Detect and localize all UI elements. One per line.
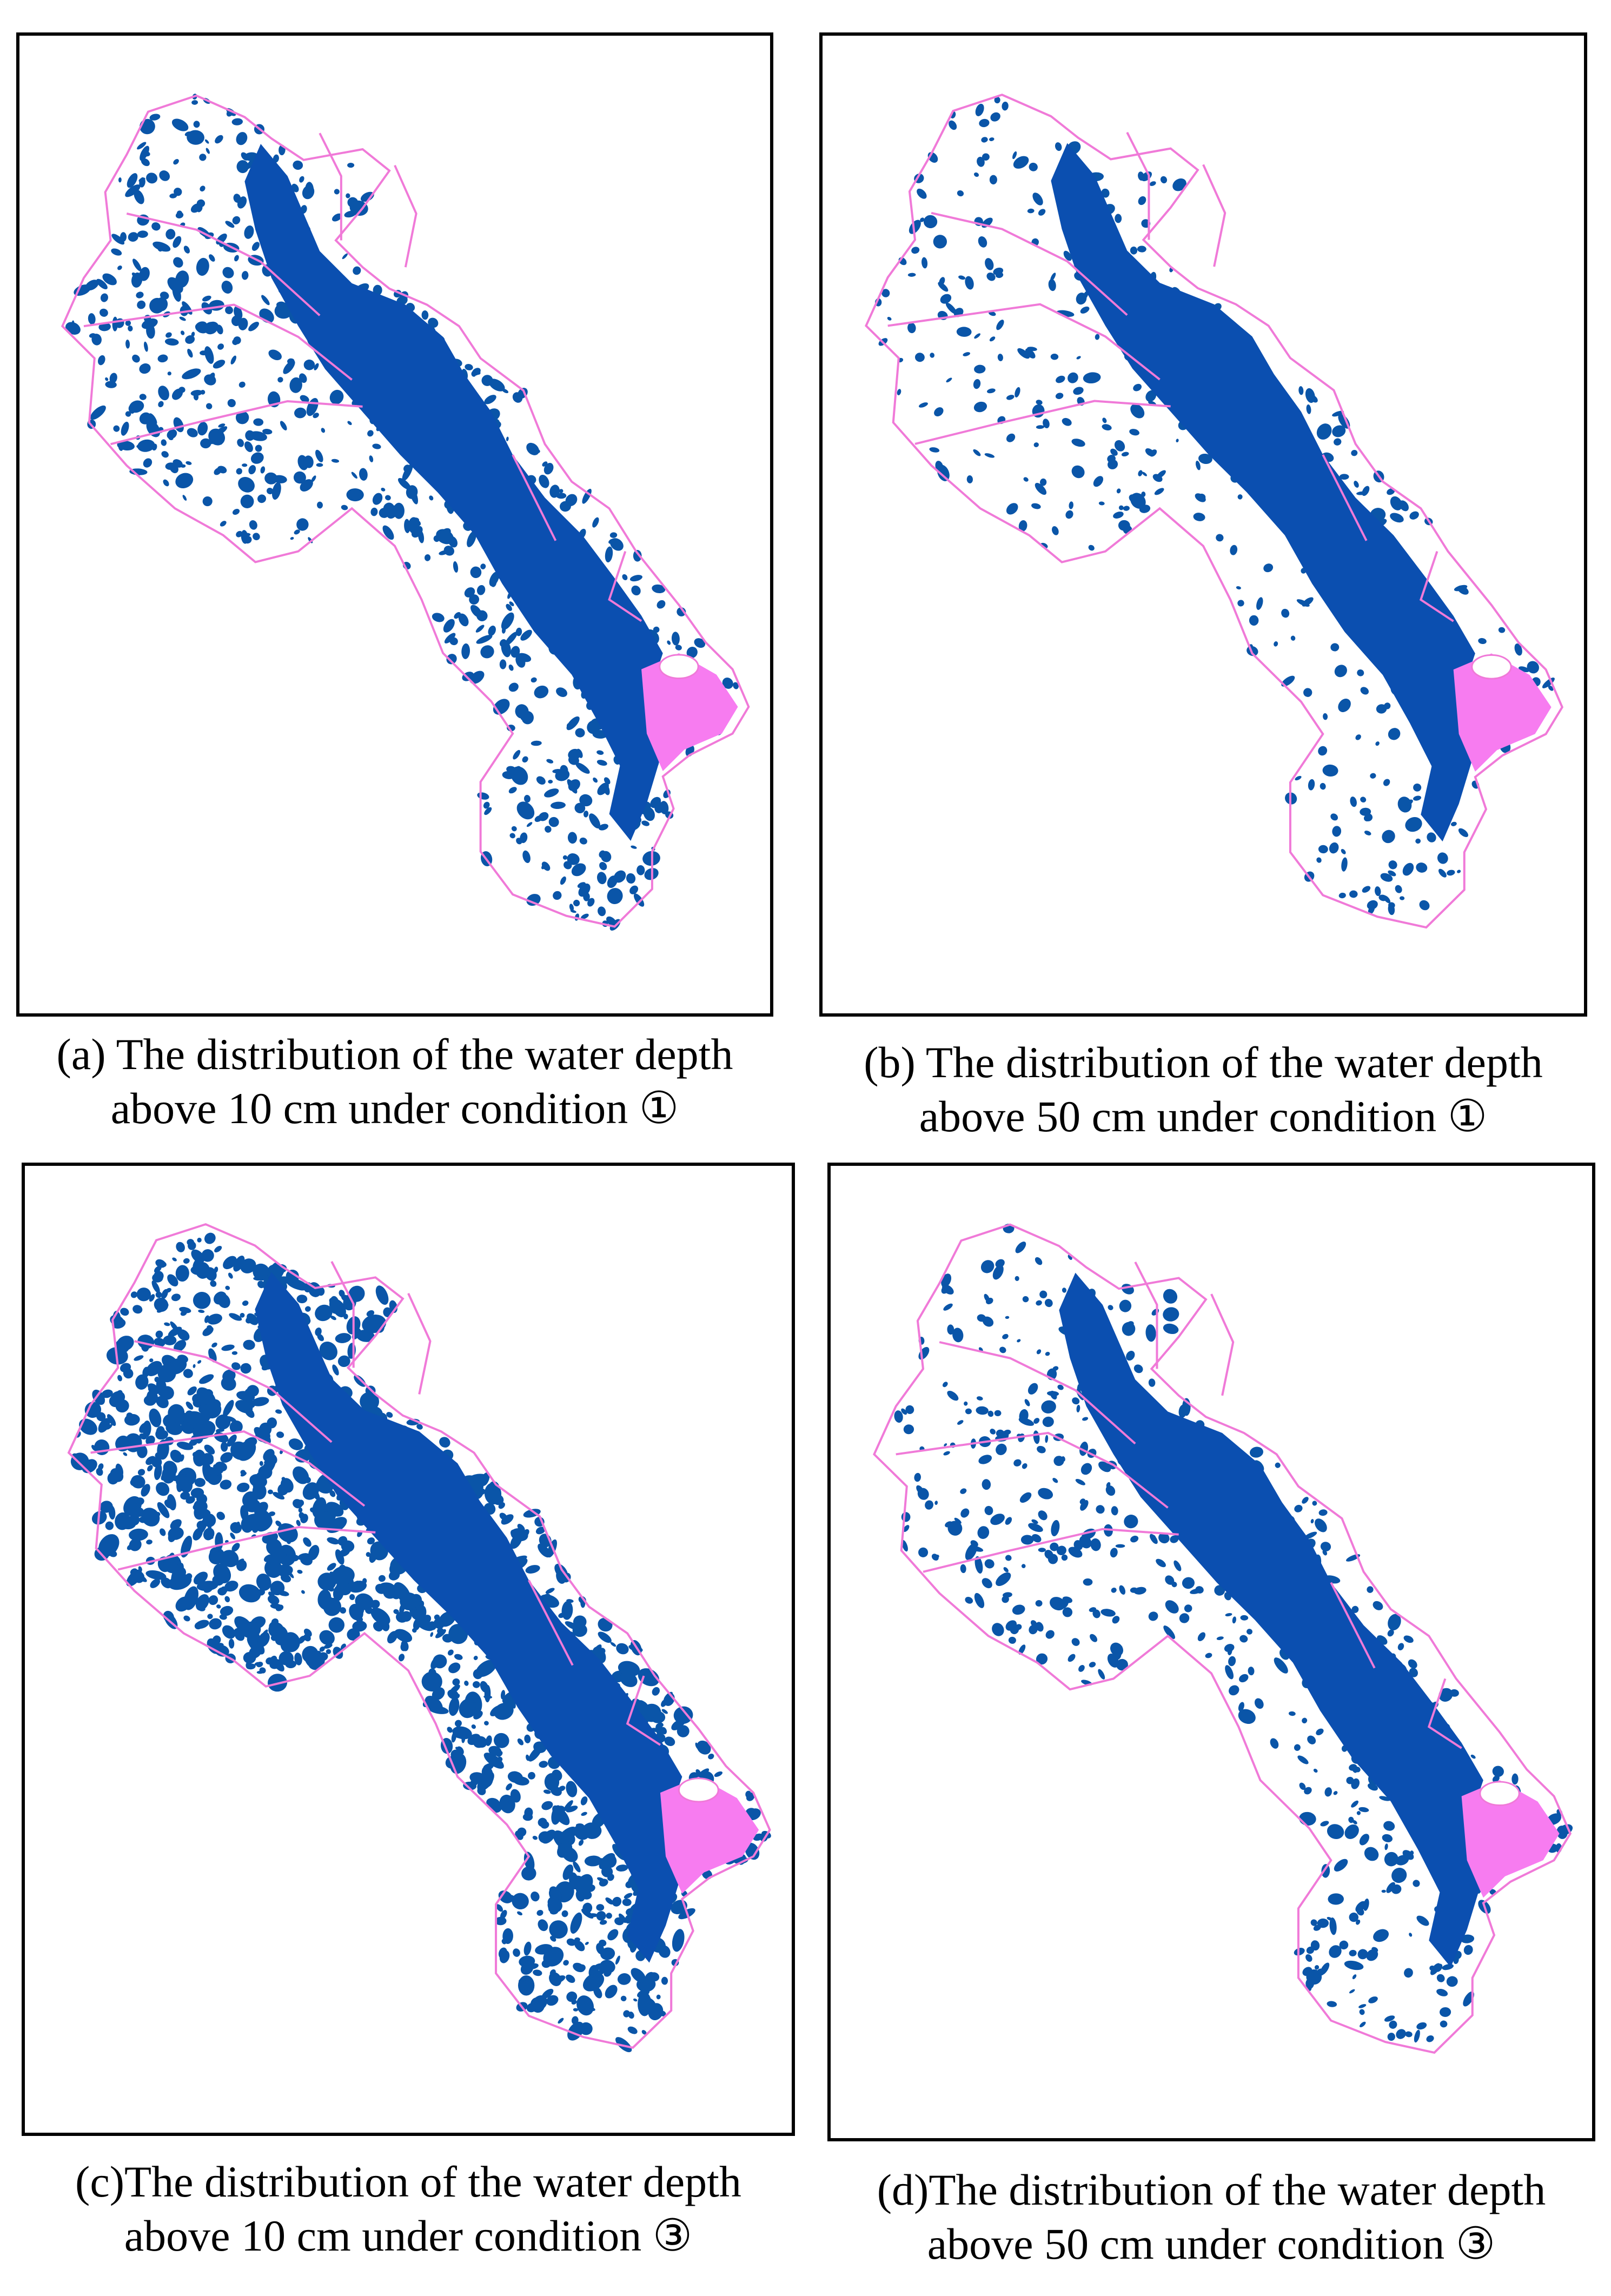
main-river-channel <box>1051 143 1475 842</box>
sub-basin-boundary <box>1202 164 1227 267</box>
watershed-area <box>866 95 1562 928</box>
map-c <box>67 1223 771 2053</box>
watershed-boundary <box>61 94 750 928</box>
lake-island <box>659 654 699 680</box>
sub-basin-boundary <box>626 1675 661 1746</box>
watershed-boundary <box>865 94 1564 929</box>
sub-basin-boundary <box>407 1292 432 1395</box>
map-panel-c <box>22 1163 795 2136</box>
sub-basin-boundary <box>1419 551 1454 622</box>
caption-c-line2: above 10 cm under condition ③ <box>124 2211 693 2260</box>
sub-basin-boundary <box>1322 454 1368 541</box>
sub-basin-boundary <box>512 454 557 541</box>
map-panel-a <box>16 32 773 1017</box>
sub-basin-boundary <box>914 400 1171 445</box>
watershed-boundary <box>67 1223 771 2049</box>
watershed-boundary <box>873 1223 1572 2054</box>
sub-basin-boundary <box>126 213 321 316</box>
sub-basin-boundary <box>330 1260 355 1368</box>
sub-basin-boundary <box>394 164 417 268</box>
caption-b: (b) The distribution of the water depth … <box>819 1036 1587 1144</box>
sub-basin-boundary <box>931 211 1128 316</box>
lake-island <box>1471 654 1512 680</box>
sub-basin-boundary <box>1210 1293 1235 1396</box>
caption-c: (c)The distribution of the water depth a… <box>22 2155 795 2263</box>
lake-area <box>1461 1780 1560 1898</box>
lake-area <box>1453 653 1552 772</box>
caption-d: (d)The distribution of the water depth a… <box>827 2163 1595 2271</box>
main-river-channel <box>1059 1272 1483 1967</box>
watershed-area <box>69 1224 770 2048</box>
caption-a-line2: above 10 cm under condition ① <box>110 1084 679 1133</box>
lake-area <box>641 653 738 772</box>
lake-area <box>660 1776 759 1894</box>
caption-d-line2: above 50 cm under condition ③ <box>927 2219 1496 2268</box>
sub-basin-boundary <box>1134 1261 1158 1369</box>
sub-basin-boundary <box>90 1430 366 1507</box>
map-d <box>873 1223 1573 2054</box>
sub-basin-boundary <box>83 303 353 381</box>
map-panel-d <box>827 1163 1595 2141</box>
sub-basin-boundary <box>887 303 1161 381</box>
caption-d-line1: (d)The distribution of the water depth <box>877 2165 1546 2214</box>
sub-basin-boundary <box>896 1431 1169 1509</box>
caption-b-line1: (b) The distribution of the water depth <box>864 1038 1543 1087</box>
sub-basin-boundary <box>1126 131 1150 240</box>
sub-basin-boundary <box>319 132 342 241</box>
sub-basin-boundary <box>117 1526 376 1571</box>
lake-island <box>678 1777 719 1803</box>
lake-island <box>1479 1781 1520 1807</box>
map-panel-b <box>819 32 1587 1017</box>
main-river-channel <box>255 1272 682 1963</box>
caption-a-line1: (a) The distribution of the water depth <box>56 1030 733 1079</box>
sub-basin-boundary <box>923 1528 1179 1573</box>
sub-basin-boundary <box>1330 1582 1376 1669</box>
sub-basin-boundary <box>110 400 363 446</box>
sub-basin-boundary <box>134 1340 333 1443</box>
sub-basin-boundary <box>1427 1678 1462 1749</box>
main-river-channel <box>244 144 663 841</box>
sub-basin-boundary <box>939 1341 1136 1445</box>
sub-basin-boundary <box>608 550 642 622</box>
map-a <box>61 94 750 931</box>
caption-a: (a) The distribution of the water depth … <box>16 1027 773 1136</box>
caption-c-line1: (c)The distribution of the water depth <box>75 2157 741 2206</box>
caption-b-line2: above 50 cm under condition ① <box>919 1092 1488 1141</box>
sub-basin-boundary <box>528 1580 574 1666</box>
map-b <box>865 94 1564 929</box>
